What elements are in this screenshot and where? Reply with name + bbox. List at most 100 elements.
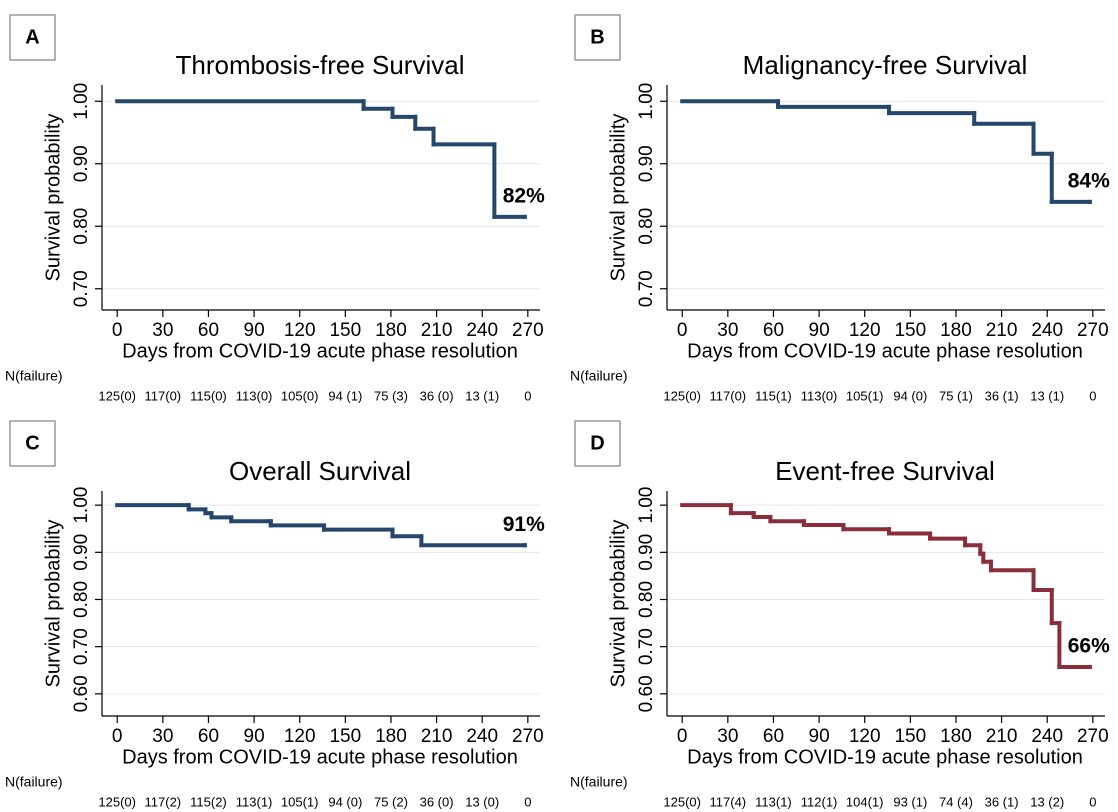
x-tick-label: 120 bbox=[284, 320, 316, 341]
x-tick-label: 210 bbox=[421, 726, 453, 747]
y-tick-label: 1.00 bbox=[636, 83, 657, 120]
risk-entry: 94 (0) bbox=[328, 794, 362, 809]
x-axis-label: Days from COVID-19 acute phase resolutio… bbox=[687, 746, 1083, 768]
panel-label-box bbox=[574, 14, 621, 61]
risk-entry: 74 (4) bbox=[939, 794, 973, 809]
panel-label: C bbox=[25, 432, 39, 454]
risk-entry: 105(0) bbox=[281, 388, 319, 403]
x-tick-label: 180 bbox=[940, 726, 972, 747]
y-tick-label: 1.00 bbox=[636, 487, 657, 524]
x-tick-label: 240 bbox=[1031, 726, 1063, 747]
risk-entry: 75 (1) bbox=[939, 388, 973, 403]
y-tick-label: 0.60 bbox=[636, 675, 657, 712]
y-axis-label: Survival probability bbox=[607, 114, 629, 282]
x-tick-label: 270 bbox=[1077, 726, 1109, 747]
x-axis-label: Days from COVID-19 acute phase resolutio… bbox=[122, 340, 518, 362]
x-tick-label: 120 bbox=[284, 726, 316, 747]
risk-entry: 36 (0) bbox=[420, 388, 454, 403]
risk-entry: 0 bbox=[1089, 388, 1096, 403]
y-tick-label: 0.70 bbox=[71, 628, 92, 665]
risk-entry: 0 bbox=[524, 388, 531, 403]
risk-entry: 117(0) bbox=[710, 388, 747, 403]
risk-entry: 117(4) bbox=[710, 794, 747, 809]
risk-entry: 94 (0) bbox=[893, 388, 927, 403]
x-tick-label: 60 bbox=[763, 320, 784, 341]
annotation: 91% bbox=[503, 513, 545, 536]
risk-entry: 36 (1) bbox=[985, 794, 1019, 809]
x-tick-label: 150 bbox=[329, 320, 361, 341]
x-tick-label: 30 bbox=[717, 726, 738, 747]
x-tick-label: 180 bbox=[375, 320, 407, 341]
x-tick-label: 180 bbox=[375, 726, 407, 747]
risk-entry: 117(0) bbox=[145, 388, 182, 403]
panel: C Overall Survival 0.60 0.70 0.80 0.90 1.00 0 12… bbox=[5, 420, 545, 809]
risk-entry: 113(1) bbox=[755, 794, 792, 809]
x-tick-label: 180 bbox=[940, 320, 972, 341]
x-tick-label: 270 bbox=[1077, 320, 1109, 341]
y-tick-label: 0.90 bbox=[71, 145, 92, 182]
x-tick-label: 0 bbox=[112, 320, 123, 341]
x-tick-label: 150 bbox=[894, 726, 926, 747]
risk-entry: 113(0) bbox=[801, 388, 838, 403]
risk-entry: 13 (1) bbox=[465, 388, 499, 403]
x-tick-label: 0 bbox=[677, 320, 688, 341]
x-tick-label: 120 bbox=[849, 726, 881, 747]
risk-entry: 125(0) bbox=[98, 388, 136, 403]
x-axis-label: Days from COVID-19 acute phase resolutio… bbox=[687, 340, 1083, 362]
risk-entry: 75 (2) bbox=[374, 794, 408, 809]
risk-entry: 117(2) bbox=[145, 794, 182, 809]
x-tick-label: 60 bbox=[763, 726, 784, 747]
panel-label-box bbox=[9, 14, 56, 61]
chart-title: Overall Survival bbox=[229, 456, 411, 486]
panel: A Thrombosis-free Survival 0.70 0.80 0.90 1.0… bbox=[5, 14, 545, 403]
x-tick-label: 30 bbox=[152, 726, 173, 747]
x-tick-label: 60 bbox=[198, 726, 219, 747]
x-axis-label: Days from COVID-19 acute phase resolutio… bbox=[122, 746, 518, 768]
risk-entry: 105(1) bbox=[281, 794, 319, 809]
y-tick-label: 0.80 bbox=[636, 208, 657, 245]
y-axis-label: Survival probability bbox=[607, 520, 629, 688]
x-tick-label: 150 bbox=[329, 726, 361, 747]
x-tick-label: 90 bbox=[244, 320, 265, 341]
risk-entry: 104(1) bbox=[846, 794, 884, 809]
x-tick-label: 60 bbox=[198, 320, 219, 341]
risk-entry: 13 (0) bbox=[465, 794, 499, 809]
risk-entry: 0 bbox=[524, 794, 531, 809]
y-axis-label: Survival probability bbox=[42, 520, 64, 688]
risk-entry: 112(1) bbox=[801, 794, 838, 809]
risk-entry: 115(0) bbox=[190, 388, 227, 403]
panel-label-box bbox=[574, 420, 621, 467]
x-tick-label: 210 bbox=[986, 726, 1018, 747]
y-tick-label: 0.90 bbox=[71, 534, 92, 571]
risk-entry: 36 (1) bbox=[985, 388, 1019, 403]
risk-table-label: N(failure) bbox=[570, 774, 628, 790]
y-tick-label: 0.90 bbox=[636, 534, 657, 571]
annotation: 84% bbox=[1068, 169, 1110, 192]
risk-entry: 0 bbox=[1089, 794, 1096, 809]
y-tick-label: 0.80 bbox=[71, 581, 92, 618]
x-tick-label: 270 bbox=[512, 726, 544, 747]
risk-entry: 125(0) bbox=[663, 794, 701, 809]
x-tick-label: 90 bbox=[809, 320, 830, 341]
x-tick-label: 0 bbox=[677, 726, 688, 747]
x-tick-label: 240 bbox=[466, 320, 498, 341]
panel-label: A bbox=[25, 26, 39, 48]
x-tick-label: 210 bbox=[421, 320, 453, 341]
risk-entry: 125(0) bbox=[663, 388, 701, 403]
x-tick-label: 90 bbox=[244, 726, 265, 747]
panel-label-box bbox=[9, 420, 56, 467]
risk-table-label: N(failure) bbox=[5, 774, 63, 790]
y-tick-label: 0.70 bbox=[636, 270, 657, 307]
y-tick-label: 1.00 bbox=[71, 487, 92, 524]
risk-entry: 113(1) bbox=[236, 794, 273, 809]
x-tick-label: 30 bbox=[152, 320, 173, 341]
x-tick-label: 120 bbox=[849, 320, 881, 341]
chart-title: Thrombosis-free Survival bbox=[176, 50, 465, 80]
chart-title: Malignancy-free Survival bbox=[743, 50, 1028, 80]
risk-entry: 13 (2) bbox=[1030, 794, 1064, 809]
y-tick-label: 0.70 bbox=[636, 628, 657, 665]
risk-entry: 13 (1) bbox=[1030, 388, 1064, 403]
x-tick-label: 240 bbox=[1031, 320, 1063, 341]
risk-entry: 75 (3) bbox=[374, 388, 408, 403]
